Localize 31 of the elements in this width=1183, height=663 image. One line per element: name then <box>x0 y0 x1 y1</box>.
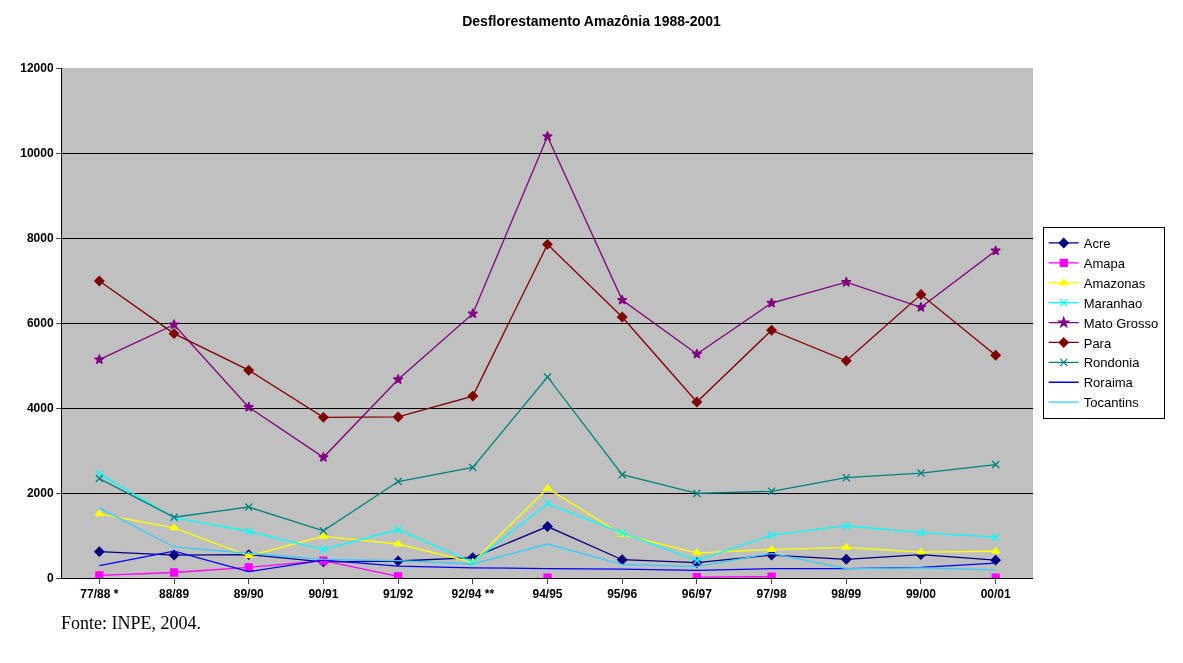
x-tick-label: 90/91 <box>308 587 339 602</box>
legend-label: Tocantins <box>1083 395 1140 411</box>
x-tick-label: 89/90 <box>233 587 265 602</box>
x-tick-label: 91/92 <box>383 587 414 602</box>
x-tick-label: 96/97 <box>681 587 713 602</box>
y-tick-label: 10000 <box>20 146 54 161</box>
y-tick-label: 8000 <box>26 231 54 246</box>
y-tick-label: 4000 <box>26 401 54 416</box>
y-tick-label: 0 <box>46 571 54 586</box>
legend-label: Acre <box>1083 236 1111 252</box>
legend-label: Roraima <box>1083 375 1134 391</box>
x-tick-label: 98/99 <box>831 587 862 602</box>
y-tick-label: 6000 <box>26 316 54 331</box>
x-tick-label: 88/89 <box>159 587 190 602</box>
legend-label: Maranhao <box>1083 295 1143 311</box>
legend-label: Amapa <box>1083 255 1126 271</box>
x-tick-label: 00/01 <box>980 587 1011 602</box>
x-tick-label: 94/95 <box>532 587 563 602</box>
legend-label: Mato Grosso <box>1083 315 1159 331</box>
chart-title: Desflorestamento Amazônia 1988-2001 <box>462 13 722 30</box>
legend-label: Amazonas <box>1083 275 1146 291</box>
y-tick-label: 2000 <box>26 486 54 501</box>
y-tick-label: 12000 <box>20 61 54 76</box>
legend-label: Para <box>1083 335 1112 351</box>
x-tick-label: 97/98 <box>756 587 787 602</box>
x-tick-label: 92/94 ** <box>451 587 495 602</box>
source-note: Fonte: INPE, 2004. <box>61 613 202 633</box>
x-tick-label: 95/96 <box>607 587 638 602</box>
legend-label: Rondonia <box>1083 355 1141 371</box>
x-tick-label: 99/00 <box>905 587 937 602</box>
x-tick-label: 77/88 * <box>80 587 119 602</box>
